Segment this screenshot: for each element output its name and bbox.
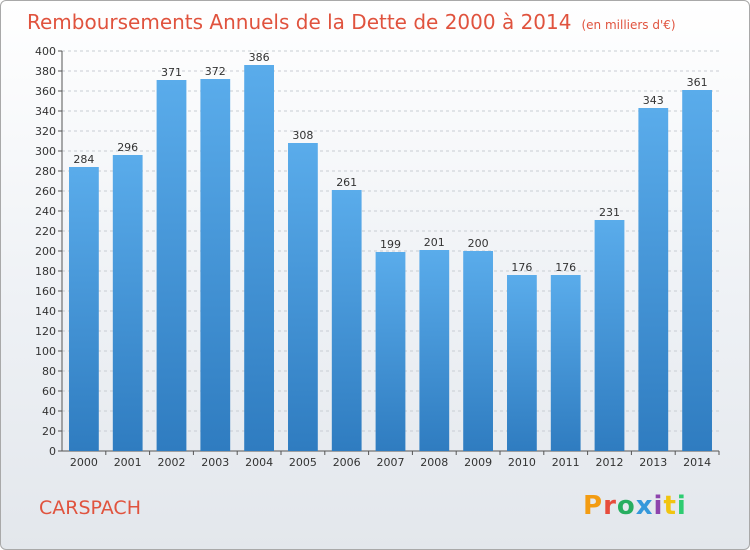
x-tick-label: 2011 bbox=[552, 456, 580, 469]
logo-letter: i bbox=[653, 491, 664, 521]
x-tick-label: 2010 bbox=[508, 456, 536, 469]
bar bbox=[331, 190, 362, 451]
data-label: 296 bbox=[117, 141, 138, 154]
data-label: 386 bbox=[249, 51, 270, 64]
x-tick-label: 2012 bbox=[596, 456, 624, 469]
y-tick-label: 200 bbox=[35, 245, 56, 258]
y-tick-label: 40 bbox=[42, 405, 56, 418]
chart-subtitle: (en milliers d'€) bbox=[581, 18, 676, 32]
bar bbox=[419, 250, 450, 451]
x-tick-label: 2009 bbox=[464, 456, 492, 469]
data-label: 176 bbox=[555, 261, 576, 274]
y-tick-label: 240 bbox=[35, 205, 56, 218]
data-label: 308 bbox=[292, 129, 313, 142]
y-tick-label: 180 bbox=[35, 265, 56, 278]
logo-letter: r bbox=[603, 491, 617, 521]
data-label: 200 bbox=[468, 237, 489, 250]
bar bbox=[156, 80, 187, 451]
data-label: 261 bbox=[336, 176, 357, 189]
y-tick-label: 380 bbox=[35, 65, 56, 78]
y-tick-label: 20 bbox=[42, 425, 56, 438]
y-tick-label: 400 bbox=[35, 45, 56, 58]
x-tick-label: 2008 bbox=[420, 456, 448, 469]
y-tick-label: 320 bbox=[35, 125, 56, 138]
y-tick-label: 60 bbox=[42, 385, 56, 398]
bar bbox=[550, 275, 581, 451]
x-tick-label: 2002 bbox=[158, 456, 186, 469]
data-label: 361 bbox=[687, 76, 708, 89]
data-label: 371 bbox=[161, 66, 182, 79]
y-tick-label: 100 bbox=[35, 345, 56, 358]
proxiti-logo: Proxiti bbox=[583, 491, 687, 521]
bar bbox=[682, 90, 712, 451]
bar bbox=[200, 79, 231, 451]
x-tick-label: 2005 bbox=[289, 456, 317, 469]
chart-title-text: Remboursements Annuels de la Dette de 20… bbox=[27, 10, 572, 34]
bar bbox=[638, 108, 669, 451]
x-tick-label: 2003 bbox=[201, 456, 229, 469]
logo-letter: i bbox=[676, 491, 687, 521]
data-label: 201 bbox=[424, 236, 445, 249]
x-tick-label: 2013 bbox=[639, 456, 667, 469]
y-tick-label: 260 bbox=[35, 185, 56, 198]
logo-letter: o bbox=[616, 491, 636, 521]
chart-title: Remboursements Annuels de la Dette de 20… bbox=[27, 10, 676, 34]
logo-letter: x bbox=[635, 491, 654, 521]
y-tick-label: 300 bbox=[35, 145, 56, 158]
y-tick-label: 80 bbox=[42, 365, 56, 378]
x-tick-label: 2000 bbox=[70, 456, 98, 469]
bar bbox=[112, 155, 143, 451]
data-label: 199 bbox=[380, 238, 401, 251]
bar bbox=[244, 65, 274, 451]
logo-letter: t bbox=[663, 491, 677, 521]
bar bbox=[507, 275, 537, 451]
bar bbox=[69, 167, 99, 451]
data-label: 231 bbox=[599, 206, 620, 219]
data-label: 284 bbox=[73, 153, 94, 166]
x-tick-label: 2001 bbox=[114, 456, 142, 469]
bar bbox=[594, 220, 625, 451]
bar bbox=[288, 143, 318, 451]
data-label: 343 bbox=[643, 94, 664, 107]
y-tick-label: 120 bbox=[35, 325, 56, 338]
bar bbox=[463, 251, 493, 451]
bar bbox=[375, 252, 406, 451]
y-tick-label: 0 bbox=[49, 445, 56, 458]
y-tick-label: 220 bbox=[35, 225, 56, 238]
x-tick-label: 2014 bbox=[683, 456, 711, 469]
y-tick-label: 360 bbox=[35, 85, 56, 98]
y-tick-label: 140 bbox=[35, 305, 56, 318]
logo-letter: P bbox=[583, 491, 604, 521]
commune-name: CARSPACH bbox=[39, 497, 141, 519]
x-tick-label: 2006 bbox=[333, 456, 361, 469]
x-tick-label: 2004 bbox=[245, 456, 273, 469]
y-tick-label: 280 bbox=[35, 165, 56, 178]
data-label: 176 bbox=[511, 261, 532, 274]
y-tick-label: 160 bbox=[35, 285, 56, 298]
y-tick-label: 340 bbox=[35, 105, 56, 118]
x-tick-label: 2007 bbox=[377, 456, 405, 469]
data-label: 372 bbox=[205, 65, 226, 78]
